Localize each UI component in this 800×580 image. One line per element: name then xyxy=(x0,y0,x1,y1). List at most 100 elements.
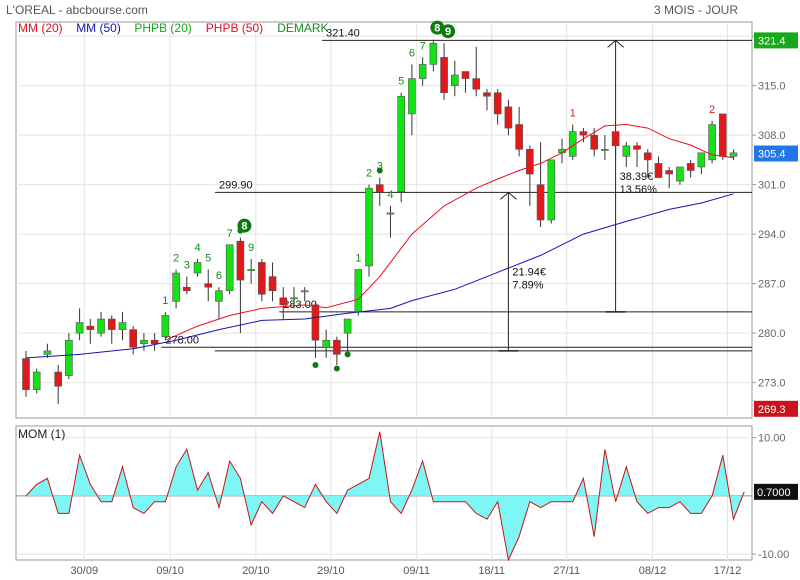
candle-body xyxy=(225,244,234,292)
date-tick-label: 08/12 xyxy=(639,565,667,577)
level-label: 278.00 xyxy=(165,334,199,346)
demark-dot xyxy=(333,365,340,372)
demark-count: 1 xyxy=(570,108,576,120)
demark-circle xyxy=(441,24,456,39)
candle-body xyxy=(172,272,180,302)
candle-body xyxy=(622,145,631,157)
demark-circle xyxy=(430,20,445,35)
candle-body xyxy=(97,318,105,334)
high-price-label: 321.4 xyxy=(758,35,786,47)
demark-count: 5 xyxy=(398,76,404,88)
candle-body xyxy=(654,163,663,178)
candle-body xyxy=(354,269,363,313)
candle-body xyxy=(54,371,62,387)
candle-body xyxy=(676,166,684,182)
grid-layer xyxy=(15,21,753,561)
momentum-tick-label: -10.00 xyxy=(758,549,789,561)
candle-body xyxy=(107,318,116,330)
candle-body xyxy=(140,339,148,345)
demark-count: 9 xyxy=(445,26,451,38)
demark-count: 8 xyxy=(434,23,440,35)
momentum-line xyxy=(25,431,745,562)
price-tick-label: 308.0 xyxy=(758,130,786,142)
candle-body xyxy=(450,74,459,86)
date-tick-label: 20/10 xyxy=(242,565,270,577)
candle-body xyxy=(86,325,95,330)
candle-body xyxy=(686,163,695,171)
candle-body xyxy=(183,286,191,292)
candle-body xyxy=(440,57,448,94)
measure-percent: 13.56% xyxy=(620,184,658,196)
demark-count: 1 xyxy=(162,295,168,307)
candle-body xyxy=(526,148,534,175)
last-price-label: 305.4 xyxy=(758,149,786,161)
price-tick-label: 287.0 xyxy=(758,279,786,291)
mom-panel-title: MOM (1) xyxy=(18,427,65,441)
candle-body xyxy=(258,262,266,295)
mm50-line xyxy=(25,193,734,359)
demark-dot xyxy=(312,361,319,368)
candle-body xyxy=(493,92,502,115)
demark-count: 8 xyxy=(241,221,247,233)
legend-entry: DEMARK xyxy=(277,21,328,35)
demark-count: 2 xyxy=(366,168,372,180)
candle-body xyxy=(472,78,481,90)
date-tick-label: 30/09 xyxy=(71,565,99,577)
candle-body xyxy=(343,318,352,334)
demark-count: 4 xyxy=(194,242,200,254)
date-tick-label: 09/10 xyxy=(156,565,184,577)
date-tick-label: 27/11 xyxy=(553,565,580,577)
measure-arrowhead xyxy=(607,39,624,48)
price-tick-label: 294.0 xyxy=(758,229,786,241)
chart-title: L'OREAL - abcbourse.com xyxy=(6,3,148,17)
demark-count: 7 xyxy=(420,40,426,52)
date-tick-label: 17/12 xyxy=(714,565,742,577)
demark-count: 5 xyxy=(205,253,211,265)
demark-dot xyxy=(237,227,244,234)
price-tick-label: 273.0 xyxy=(758,378,786,390)
low-price-label: 269.3 xyxy=(758,404,786,416)
candle-body xyxy=(43,350,52,355)
momentum-layer xyxy=(16,431,752,562)
price-tick-label: 315.0 xyxy=(758,81,786,93)
candle-body xyxy=(643,152,652,161)
level-label: 321.40 xyxy=(326,27,360,39)
measure-percent: 7.89% xyxy=(512,280,543,292)
candle-body xyxy=(397,95,406,193)
candle-body xyxy=(633,145,641,150)
date-tick-label: 18/11 xyxy=(478,565,505,577)
levels-layer: 321.40299.90283.00278.0021.94€7.89%38.39… xyxy=(161,27,752,352)
candle-body xyxy=(333,339,341,355)
candle-body xyxy=(268,276,277,292)
candle-body xyxy=(429,42,438,65)
demark-count: 6 xyxy=(216,270,222,282)
demark-dot xyxy=(376,167,383,174)
candle-body xyxy=(547,159,556,221)
candle-body xyxy=(461,71,470,79)
candle-body xyxy=(515,124,523,150)
low-price-box xyxy=(754,400,798,417)
legend-entry: PHPB (20) xyxy=(134,21,191,35)
candle-body xyxy=(483,92,491,97)
candle-body xyxy=(386,212,395,215)
candle-body xyxy=(536,184,545,221)
candle-body xyxy=(247,269,255,272)
price-tick-label: 280.0 xyxy=(758,328,786,340)
measure-arrowhead xyxy=(500,191,517,200)
demark-count: 4 xyxy=(387,189,393,201)
candle-body xyxy=(279,297,288,306)
demark-count: 1 xyxy=(355,253,361,265)
legend-entry: MM (50) xyxy=(76,21,121,35)
date-tick-label: 29/10 xyxy=(317,565,345,577)
candle-body xyxy=(22,358,30,391)
demark-count: 9 xyxy=(248,242,254,254)
candle-body xyxy=(375,184,384,193)
legend-entry: PHPB (50) xyxy=(206,21,263,35)
candle-body xyxy=(590,134,598,150)
demark-count: 3 xyxy=(184,260,190,272)
candle-body xyxy=(311,304,320,341)
last-price-box xyxy=(754,145,798,162)
